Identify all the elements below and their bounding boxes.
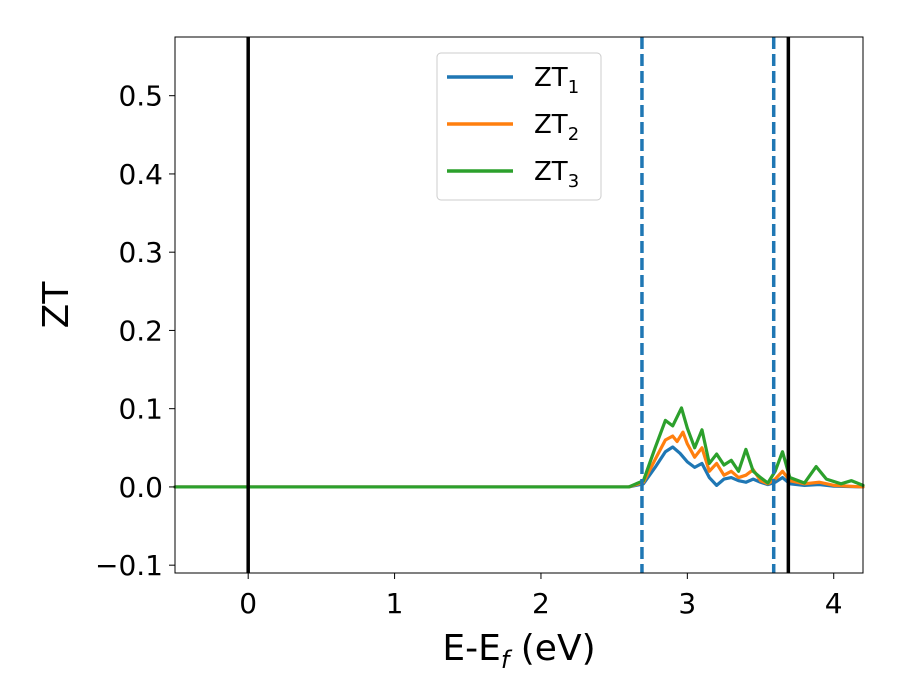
x-tick-label: 1: [386, 587, 404, 620]
x-tick-label: 2: [532, 587, 550, 620]
y-tick-label: 0.3: [118, 236, 163, 269]
vertical-reference-lines: [246, 37, 791, 573]
legend-label-2: ZT2: [534, 110, 579, 145]
x-tick-label: 4: [825, 587, 843, 620]
y-tick-label: 0.4: [118, 158, 163, 191]
y-axis-ticks: −0.1 0.0 0.1 0.2 0.3 0.4 0.5: [95, 80, 175, 582]
y-axis-label: ZT: [36, 281, 77, 329]
legend-label-3: ZT3: [534, 157, 579, 192]
x-axis-ticks: 0 1 2 3 4: [239, 573, 843, 620]
x-axis-label: E-Ef (eV): [442, 628, 595, 674]
y-tick-label: −0.1: [95, 549, 163, 582]
legend-label-1: ZT1: [534, 63, 579, 98]
legend-box: [436, 52, 602, 201]
series-line-3: [173, 406, 865, 489]
plot-frame: [174, 36, 864, 574]
y-tick-label: 0.1: [118, 393, 163, 426]
y-tick-label: 0.2: [118, 314, 163, 347]
x-tick-label: 0: [239, 587, 257, 620]
x-tick-label: 3: [678, 587, 696, 620]
y-tick-label: 0.5: [118, 80, 163, 113]
legend: ZT1 ZT2 ZT3: [436, 52, 602, 201]
y-tick-label: 0.0: [118, 471, 163, 504]
